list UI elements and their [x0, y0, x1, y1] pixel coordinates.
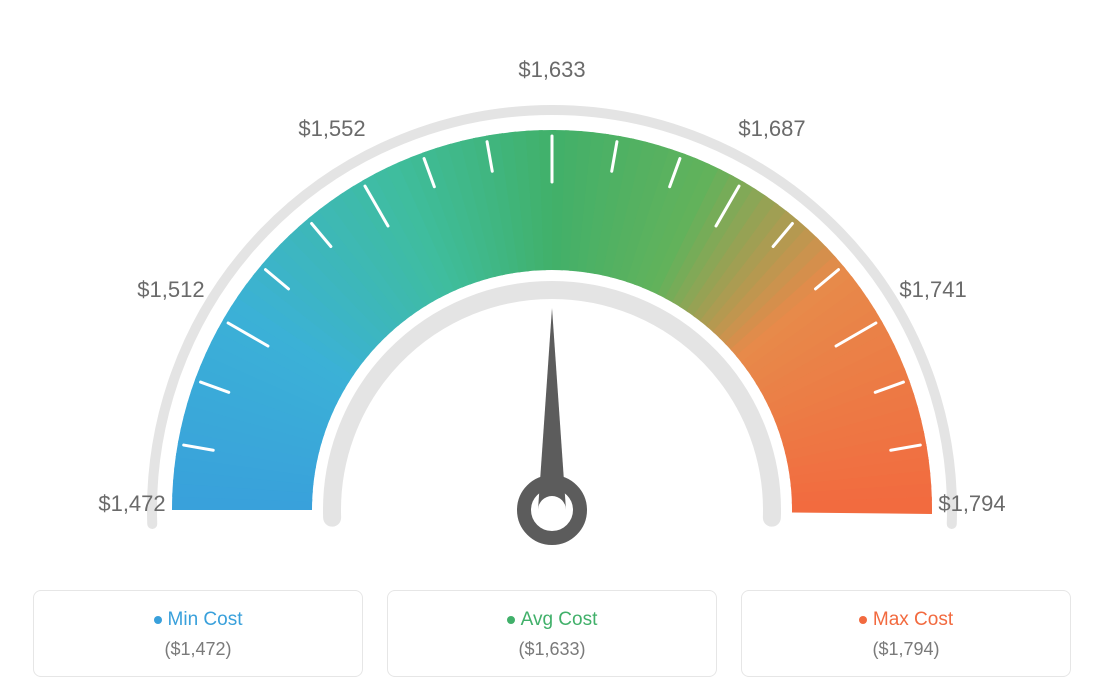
legend-title-min-text: Min Cost	[168, 609, 243, 630]
dot-icon	[859, 616, 867, 624]
gauge-tick-label: $1,552	[298, 116, 365, 142]
legend-title-min: Min Cost	[54, 609, 342, 631]
gauge-tick-label: $1,512	[137, 277, 204, 303]
gauge-chart: $1,472 $1,512 $1,552 $1,633 $1,687 $1,741 $1,7…	[22, 40, 1082, 560]
legend-card-avg: Avg Cost ($1,633)	[387, 590, 717, 677]
legend-card-min: Min Cost ($1,472)	[33, 590, 363, 677]
gauge-tick-label: $1,633	[518, 57, 585, 83]
gauge-tick-label: $1,741	[899, 277, 966, 303]
legend-title-avg-text: Avg Cost	[521, 609, 598, 630]
gauge-tick-label: $1,794	[938, 491, 1005, 517]
gauge-tick-label: $1,472	[98, 491, 165, 517]
legend-value-max: ($1,794)	[762, 639, 1050, 660]
dot-icon	[507, 616, 515, 624]
gauge-tick-label: $1,687	[738, 116, 805, 142]
legend-card-max: Max Cost ($1,794)	[741, 590, 1071, 677]
legend-row: Min Cost ($1,472) Avg Cost ($1,633) Max …	[20, 590, 1084, 677]
legend-value-min: ($1,472)	[54, 639, 342, 660]
legend-title-max-text: Max Cost	[873, 609, 953, 630]
legend-title-avg: Avg Cost	[408, 609, 696, 631]
dot-icon	[154, 616, 162, 624]
legend-value-avg: ($1,633)	[408, 639, 696, 660]
legend-title-max: Max Cost	[762, 609, 1050, 631]
